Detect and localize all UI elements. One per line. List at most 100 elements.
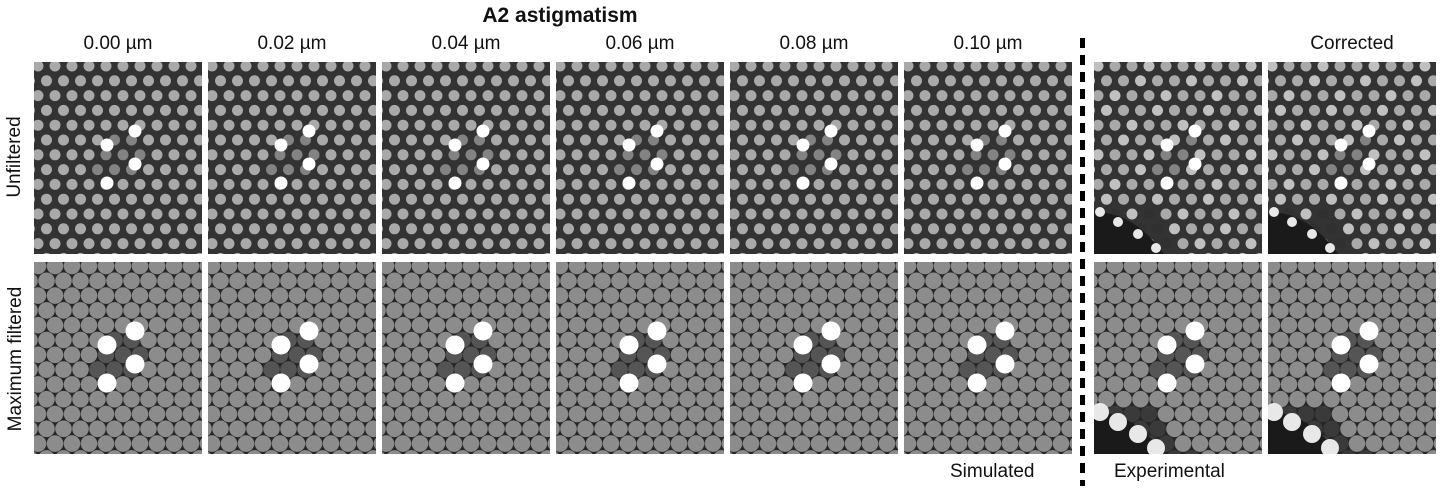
- bright-atom: [793, 373, 813, 393]
- lattice-image: [1094, 262, 1262, 454]
- column-label: 0.00 µm: [83, 33, 153, 54]
- bright-atom: [619, 335, 639, 355]
- bright-atom: [1359, 354, 1379, 374]
- edge-bright-atom: [1095, 207, 1105, 217]
- bright-atom: [622, 138, 636, 152]
- maximum-filtered-panel: [1268, 262, 1436, 454]
- bright-atom: [448, 176, 462, 190]
- unfiltered-panel: [730, 62, 898, 254]
- bright-atom: [271, 335, 291, 355]
- lattice-image: [1094, 62, 1262, 254]
- bright-atom: [445, 373, 465, 393]
- bright-atom: [796, 138, 810, 152]
- edge-bright-atom: [1268, 403, 1283, 421]
- edge-bright-atom: [1307, 229, 1317, 239]
- bright-atom: [97, 373, 117, 393]
- bright-atom: [1362, 157, 1376, 171]
- edge-bright-atom: [1129, 425, 1147, 443]
- bright-atom: [128, 157, 142, 171]
- maximum-filtered-panel: [904, 262, 1072, 454]
- bright-atom: [622, 176, 636, 190]
- figure-title: A2 astigmatism: [482, 4, 638, 27]
- lattice-image: [556, 62, 724, 254]
- bright-atom: [125, 321, 145, 341]
- bright-atom: [967, 373, 987, 393]
- bright-atom: [824, 124, 838, 138]
- edge-bright-atom: [1133, 229, 1143, 239]
- edge-bright-atom: [1151, 243, 1161, 253]
- bright-atom: [650, 157, 664, 171]
- column-label: 0.06 µm: [605, 33, 675, 54]
- bright-atom: [796, 176, 810, 190]
- bright-atom: [274, 176, 288, 190]
- bright-atom: [1188, 157, 1202, 171]
- maximum-filtered-panel: [1094, 262, 1262, 454]
- bright-atom: [299, 354, 319, 374]
- row-label-maximum-filtered: Maximum filtered: [5, 286, 26, 432]
- edge-bright-atom: [1094, 403, 1109, 421]
- bright-atom: [995, 354, 1015, 374]
- bright-atom: [1160, 138, 1174, 152]
- bright-atom: [1331, 373, 1351, 393]
- bright-atom: [619, 373, 639, 393]
- edge-region: [1268, 212, 1338, 254]
- bright-atom: [448, 138, 462, 152]
- lattice-image: [208, 62, 376, 254]
- bright-atom: [473, 354, 493, 374]
- edge-bright-atom: [1321, 439, 1339, 454]
- bright-atom: [271, 373, 291, 393]
- bright-atom: [970, 138, 984, 152]
- lattice-image: [730, 62, 898, 254]
- maximum-filtered-panel: [730, 262, 898, 454]
- bright-atom: [473, 321, 493, 341]
- divider-line: [1080, 38, 1085, 486]
- lattice-image: [730, 262, 898, 454]
- unfiltered-panel: [34, 62, 202, 254]
- edge-region: [1094, 212, 1164, 254]
- lattice-image: [904, 62, 1072, 254]
- bright-atom: [1362, 124, 1376, 138]
- bright-atom: [445, 335, 465, 355]
- bright-atom: [1334, 176, 1348, 190]
- bright-atom: [100, 176, 114, 190]
- bright-atom: [1160, 176, 1174, 190]
- bright-atom: [100, 138, 114, 152]
- edge-bright-atom: [1109, 413, 1127, 431]
- lattice-image: [34, 262, 202, 454]
- column-label: 0.04 µm: [431, 33, 501, 54]
- bright-atom: [647, 354, 667, 374]
- bright-atom: [302, 157, 316, 171]
- unfiltered-panel: [208, 62, 376, 254]
- edge-bright-atom: [1269, 207, 1279, 217]
- bright-atom: [998, 124, 1012, 138]
- bright-atom: [821, 354, 841, 374]
- maximum-filtered-panel: [556, 262, 724, 454]
- bright-atom: [476, 124, 490, 138]
- lattice-image: [1268, 262, 1436, 454]
- unfiltered-panel: [1268, 62, 1436, 254]
- maximum-filtered-panel: [382, 262, 550, 454]
- bright-atom: [650, 124, 664, 138]
- bright-atom: [1185, 321, 1205, 341]
- bright-atom: [1157, 335, 1177, 355]
- lattice-image: [904, 262, 1072, 454]
- edge-bright-atom: [1147, 439, 1165, 454]
- lattice-image: [556, 262, 724, 454]
- bright-atom: [1185, 354, 1205, 374]
- bright-atom: [476, 157, 490, 171]
- bright-atom: [97, 335, 117, 355]
- unfiltered-panel: [904, 62, 1072, 254]
- edge-bright-atom: [1283, 413, 1301, 431]
- bright-atom: [302, 124, 316, 138]
- bright-atom: [995, 321, 1015, 341]
- bright-atom: [1359, 321, 1379, 341]
- edge-bright-atom: [1113, 217, 1123, 227]
- lattice-image: [382, 62, 550, 254]
- bright-atom: [125, 354, 145, 374]
- bright-atom: [824, 157, 838, 171]
- maximum-filtered-panel: [34, 262, 202, 454]
- bright-atom: [1334, 138, 1348, 152]
- unfiltered-panel: [556, 62, 724, 254]
- edge-bright-atom: [1287, 217, 1297, 227]
- column-label: 0.08 µm: [779, 33, 849, 54]
